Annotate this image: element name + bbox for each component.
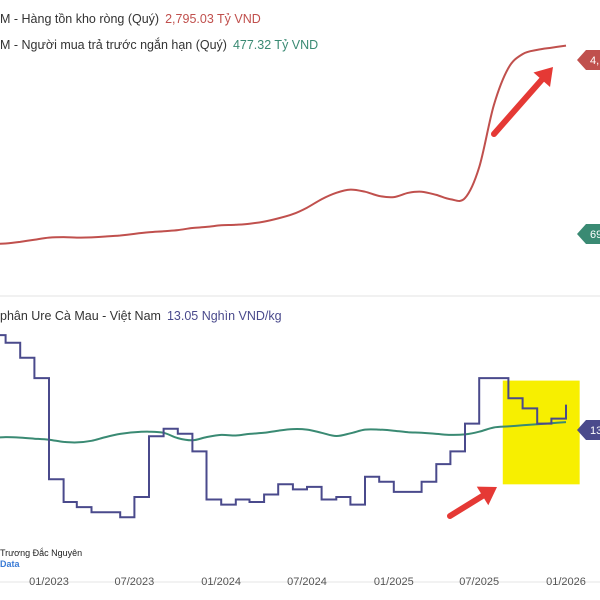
legend-urea-value: 13.05 Nghìn VND/kg — [166, 309, 282, 323]
svg-text:13: 13 — [590, 425, 600, 437]
badge-prepayment-last: 69 — [577, 224, 600, 244]
badge-layer: 4, 69 13 — [577, 50, 600, 440]
x-tick-label: 07/2025 — [459, 576, 499, 588]
trend-arrow-bottom — [447, 486, 497, 519]
legend-inventory-value: 2,795.03 Tỷ VND — [165, 12, 261, 26]
x-tick-label: 01/2026 — [546, 576, 586, 588]
legend-prepayment[interactable]: M - Người mua trả trước ngắn hạn (Quý) 47… — [0, 38, 318, 52]
x-tick-label: 07/2023 — [114, 576, 154, 588]
watermark-author: Trương Đắc Nguyên — [0, 548, 83, 558]
legend-urea-label: phân Ure Cà Mau - Việt Nam — [0, 309, 161, 323]
badge-inventory-last: 4, — [577, 50, 600, 70]
legend-inventory-label: M - Hàng tồn kho ròng (Quý) — [0, 12, 160, 26]
highlight-box — [502, 380, 580, 485]
series-line-prepayment — [0, 421, 567, 444]
x-tick-label: 01/2023 — [29, 576, 69, 588]
legend-prepayment-value: 477.32 Tỷ VND — [232, 38, 319, 52]
legend-urea-price[interactable]: phân Ure Cà Mau - Việt Nam 13.05 Nghìn VN… — [0, 309, 282, 323]
watermark-brand: Data — [0, 559, 20, 569]
arrow-layer — [447, 67, 553, 519]
svg-text:4,: 4, — [590, 55, 599, 67]
series-line-urea-price — [0, 334, 567, 519]
svg-text:69: 69 — [590, 229, 600, 241]
legend-prepayment-label: M - Người mua trả trước ngắn hạn (Quý) — [0, 38, 227, 52]
legend-inventory[interactable]: M - Hàng tồn kho ròng (Quý) 2,795.03 Tỷ V… — [0, 12, 261, 26]
series-layer — [0, 44, 567, 519]
badge-urea-last: 13 — [577, 420, 600, 440]
series-line-inventory — [0, 44, 567, 245]
trend-arrow-top — [491, 67, 553, 137]
x-tick-label: 07/2024 — [287, 576, 327, 588]
x-tick-layer: 01/2023 07/2023 01/2024 07/2024 01/2025 07/20… — [29, 576, 586, 588]
x-tick-label: 01/2025 — [374, 576, 414, 588]
highlight-layer — [502, 380, 580, 485]
x-tick-label: 01/2024 — [201, 576, 241, 588]
